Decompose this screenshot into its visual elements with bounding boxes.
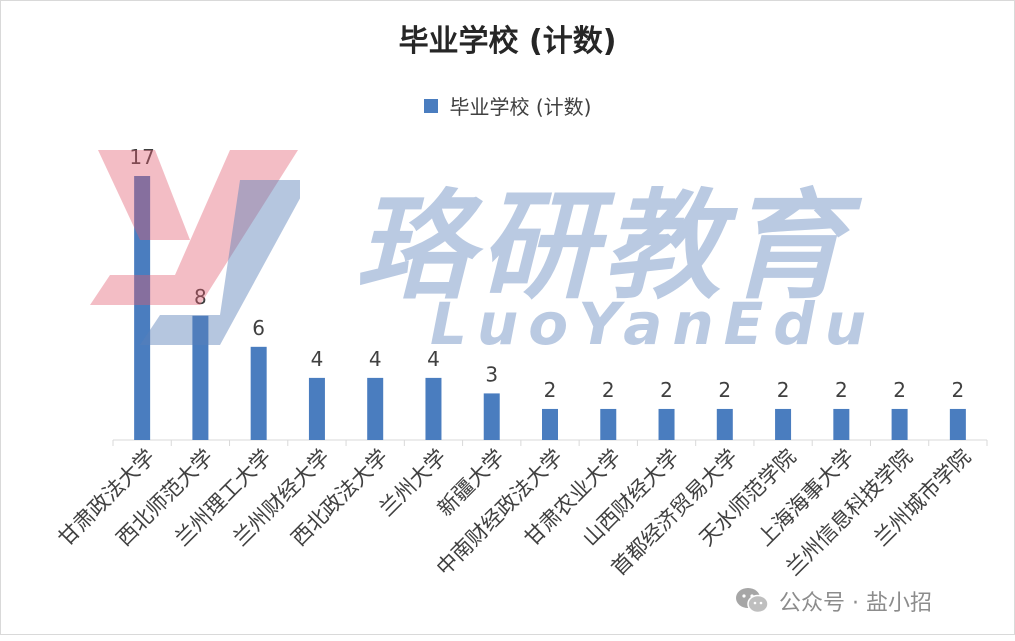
wechat-icon: [736, 588, 769, 614]
data-label: 6: [252, 316, 265, 340]
footer-badge: 公众号 · 盐小招: [735, 585, 932, 617]
data-label: 2: [602, 378, 615, 402]
data-label: 4: [311, 347, 324, 371]
legend: 毕业学校 (计数): [0, 91, 1015, 120]
data-label: 17: [129, 145, 154, 169]
bar: [425, 377, 442, 440]
bar: [308, 377, 325, 440]
bar: [250, 346, 267, 440]
data-label: 4: [369, 347, 382, 371]
bar: [134, 176, 151, 440]
bar: [658, 408, 675, 440]
data-label: 2: [893, 378, 906, 402]
watermark-brand-en: LuoYanEdu: [430, 290, 877, 358]
bar: [600, 408, 617, 440]
data-label: 2: [951, 378, 964, 402]
data-label: 2: [718, 378, 731, 402]
legend-swatch: [423, 98, 438, 113]
bar: [192, 315, 209, 440]
watermark-logo-icon: [90, 150, 300, 345]
chart-title: 毕业学校 (计数): [398, 24, 617, 59]
bar: [833, 408, 850, 440]
legend-label: 毕业学校 (计数): [449, 95, 592, 119]
bar: [891, 408, 908, 440]
watermark-brand-cn: 珞研教育: [355, 177, 852, 315]
bar: [542, 408, 558, 440]
data-label: 3: [485, 362, 498, 386]
data-label: 2: [777, 378, 790, 402]
data-label: 2: [544, 378, 557, 402]
bar: [716, 408, 733, 440]
data-label: 4: [427, 347, 440, 371]
bar: [367, 377, 384, 440]
data-label: 8: [194, 285, 207, 309]
bar: [775, 408, 792, 440]
data-label: 2: [835, 378, 848, 402]
footer-text: 公众号 · 盐小招: [779, 591, 932, 616]
data-label: 2: [660, 378, 673, 402]
bar: [483, 393, 500, 440]
bar: [949, 408, 966, 440]
